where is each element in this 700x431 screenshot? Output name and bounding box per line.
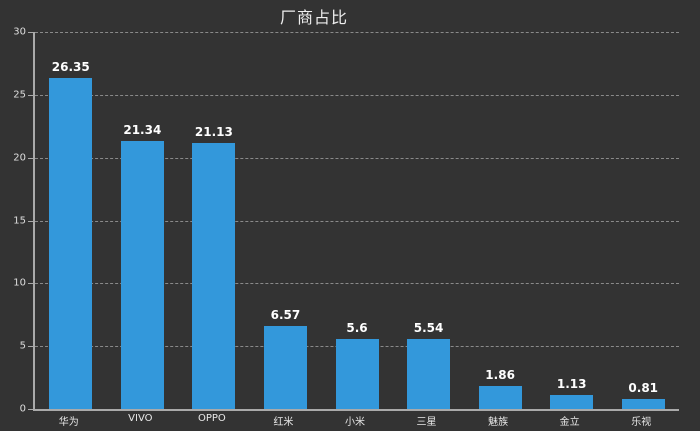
bar-华为 — [49, 77, 93, 409]
x-tick-label-小米: 小米 — [345, 417, 365, 428]
x-tick-label-VIVO: VIVO — [128, 413, 153, 424]
gridline-25 — [35, 94, 679, 96]
gridline-20 — [35, 157, 679, 159]
bar-value-label-VIVO: 21.34 — [123, 122, 162, 137]
bar-value-label-金立: 1.13 — [556, 376, 587, 391]
x-tick-label-三星: 三星 — [416, 417, 437, 428]
y-tick-mark-20 — [28, 157, 33, 159]
y-tick-mark-0 — [28, 409, 33, 410]
x-tick-label-乐视: 乐视 — [631, 417, 652, 428]
y-tick-mark-5 — [28, 346, 33, 348]
plot-area: 26.35 21.34 21.13 6.57 5.6 5.54 1.86 1.13 0.81 — [33, 32, 679, 411]
y-tick-mark-25 — [28, 94, 33, 96]
bar-value-label-小米: 5.6 — [346, 320, 368, 335]
y-tick-label-5: 5 — [19, 340, 26, 352]
chart-title: 厂商占比 — [279, 8, 349, 27]
y-tick-label-0: 0 — [19, 403, 26, 415]
bar-魅族 — [478, 385, 522, 409]
bar-value-label-三星: 5.54 — [413, 321, 444, 336]
bar-value-label-红米: 6.57 — [270, 308, 301, 323]
y-tick-label-20: 20 — [13, 152, 26, 164]
x-tick-label-红米: 红米 — [273, 417, 294, 428]
y-tick-label-25: 25 — [13, 89, 26, 101]
y-tick-mark-15 — [28, 220, 33, 222]
bar-value-label-魅族: 1.86 — [485, 367, 515, 382]
y-tick-label-30: 30 — [13, 26, 26, 38]
y-tick-mark-30 — [28, 32, 33, 33]
bar-乐视 — [621, 398, 665, 409]
bar-红米 — [263, 326, 307, 409]
bar-VIVO — [120, 140, 164, 409]
gridline-30 — [35, 32, 679, 33]
gridline-10 — [35, 283, 679, 285]
y-tick-label-10: 10 — [13, 277, 26, 289]
x-tick-label-华为: 华为 — [58, 417, 79, 428]
bar-OPPO — [192, 143, 236, 409]
bar-value-label-华为: 26.35 — [51, 59, 90, 74]
x-tick-label-金立: 金立 — [559, 417, 580, 428]
bar-三星 — [407, 339, 451, 409]
x-tick-label-OPPO: OPPO — [197, 413, 226, 424]
y-tick-label-15: 15 — [13, 215, 26, 226]
y-tick-mark-10 — [28, 283, 33, 285]
gridline-15 — [35, 220, 679, 222]
bar-小米 — [335, 338, 379, 409]
x-tick-label-魅族: 魅族 — [488, 417, 509, 428]
bar-value-label-乐视: 0.81 — [628, 380, 659, 395]
bar-金立 — [550, 394, 594, 409]
bar-value-label-OPPO: 21.13 — [194, 125, 233, 140]
